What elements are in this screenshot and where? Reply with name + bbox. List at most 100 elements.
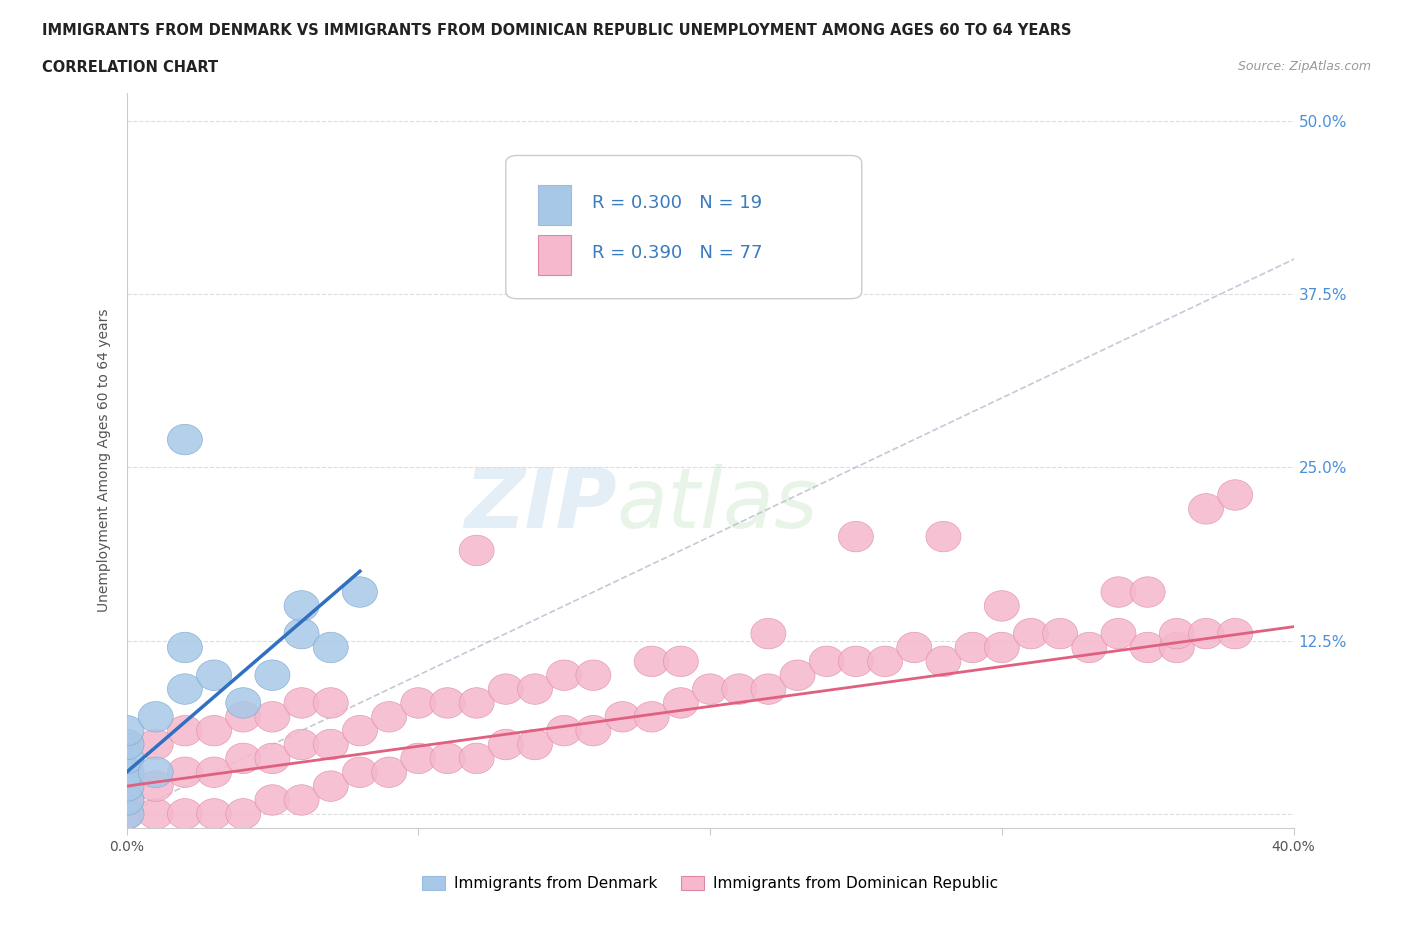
Ellipse shape [110,729,143,760]
Ellipse shape [605,701,640,732]
Ellipse shape [254,785,290,816]
Ellipse shape [1071,632,1107,663]
Text: ZIP: ZIP [464,464,617,545]
Ellipse shape [138,729,173,760]
Ellipse shape [401,743,436,774]
Ellipse shape [138,771,173,802]
Ellipse shape [838,646,873,677]
Ellipse shape [984,632,1019,663]
Ellipse shape [634,646,669,677]
Ellipse shape [955,632,990,663]
Ellipse shape [314,632,349,663]
Ellipse shape [226,743,260,774]
Ellipse shape [371,701,406,732]
Ellipse shape [110,771,143,802]
Ellipse shape [110,785,143,816]
Ellipse shape [1101,577,1136,607]
Ellipse shape [226,687,260,718]
Ellipse shape [721,674,756,704]
Ellipse shape [314,771,349,802]
Ellipse shape [343,577,377,607]
Ellipse shape [401,687,436,718]
Text: R = 0.300   N = 19: R = 0.300 N = 19 [592,194,762,212]
Ellipse shape [517,729,553,760]
Ellipse shape [576,715,610,746]
Ellipse shape [780,660,815,690]
Ellipse shape [167,674,202,704]
FancyBboxPatch shape [506,155,862,299]
Ellipse shape [751,618,786,649]
Ellipse shape [460,687,494,718]
Ellipse shape [314,687,349,718]
Ellipse shape [517,674,553,704]
Ellipse shape [1160,618,1194,649]
Ellipse shape [138,757,173,788]
Ellipse shape [167,757,202,788]
Ellipse shape [110,799,143,829]
Ellipse shape [1014,618,1049,649]
Ellipse shape [110,729,143,760]
Ellipse shape [927,522,960,551]
Ellipse shape [343,715,377,746]
Ellipse shape [664,687,699,718]
Ellipse shape [226,701,260,732]
Ellipse shape [343,757,377,788]
Ellipse shape [167,799,202,829]
Ellipse shape [138,799,173,829]
Ellipse shape [1188,494,1223,525]
Ellipse shape [927,646,960,677]
Ellipse shape [197,799,232,829]
Ellipse shape [1130,577,1166,607]
Ellipse shape [254,743,290,774]
Ellipse shape [460,535,494,565]
Ellipse shape [868,646,903,677]
Ellipse shape [838,522,873,551]
Text: IMMIGRANTS FROM DENMARK VS IMMIGRANTS FROM DOMINICAN REPUBLIC UNEMPLOYMENT AMONG: IMMIGRANTS FROM DENMARK VS IMMIGRANTS FR… [42,23,1071,38]
Ellipse shape [226,799,260,829]
Y-axis label: Unemployment Among Ages 60 to 64 years: Unemployment Among Ages 60 to 64 years [97,309,111,612]
Ellipse shape [314,729,349,760]
Ellipse shape [1101,618,1136,649]
Ellipse shape [254,660,290,690]
Ellipse shape [284,618,319,649]
Ellipse shape [138,701,173,732]
Ellipse shape [110,785,143,816]
Ellipse shape [167,715,202,746]
Ellipse shape [197,757,232,788]
Ellipse shape [284,687,319,718]
Ellipse shape [576,660,610,690]
Ellipse shape [254,701,290,732]
Text: atlas: atlas [617,464,818,545]
Ellipse shape [167,632,202,663]
Ellipse shape [430,687,465,718]
Ellipse shape [167,424,202,455]
Ellipse shape [110,715,143,746]
Ellipse shape [488,729,523,760]
Text: R = 0.390   N = 77: R = 0.390 N = 77 [592,245,762,262]
Ellipse shape [897,632,932,663]
Ellipse shape [664,646,699,677]
Ellipse shape [284,591,319,621]
Text: Source: ZipAtlas.com: Source: ZipAtlas.com [1237,60,1371,73]
Ellipse shape [284,785,319,816]
Ellipse shape [547,715,582,746]
Ellipse shape [751,674,786,704]
Ellipse shape [984,591,1019,621]
Ellipse shape [197,660,232,690]
Ellipse shape [197,715,232,746]
Ellipse shape [110,799,143,829]
Ellipse shape [1130,632,1166,663]
Ellipse shape [430,743,465,774]
Ellipse shape [1043,618,1077,649]
Ellipse shape [284,729,319,760]
FancyBboxPatch shape [538,234,571,275]
Ellipse shape [693,674,727,704]
Legend: Immigrants from Denmark, Immigrants from Dominican Republic: Immigrants from Denmark, Immigrants from… [416,870,1004,897]
Ellipse shape [1218,480,1253,511]
Ellipse shape [1188,618,1223,649]
Ellipse shape [110,743,143,774]
Ellipse shape [634,701,669,732]
Ellipse shape [810,646,844,677]
Ellipse shape [1218,618,1253,649]
FancyBboxPatch shape [538,185,571,225]
